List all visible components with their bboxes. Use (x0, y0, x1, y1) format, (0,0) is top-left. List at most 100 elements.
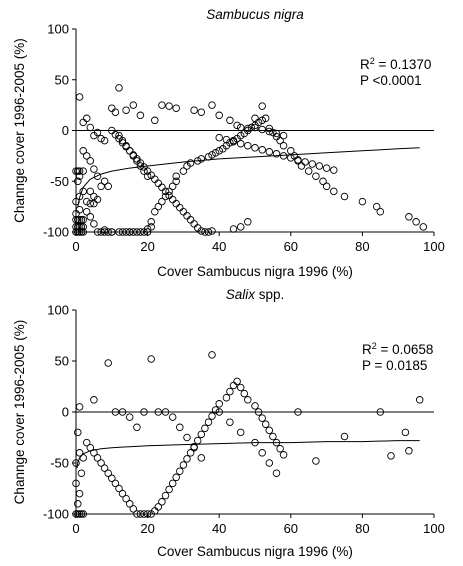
data-point (179, 461, 188, 469)
data-point (158, 197, 166, 206)
data-point (226, 116, 234, 125)
data-point (340, 432, 349, 441)
data-point (215, 400, 223, 408)
stat-superscript: 2 (370, 56, 375, 66)
y-tick-label: 0 (62, 123, 69, 138)
data-point (258, 125, 266, 134)
data-point (90, 165, 98, 173)
data-point (197, 108, 206, 116)
data-point (90, 396, 98, 404)
x-tick-label: 20 (140, 239, 154, 254)
data-point (287, 147, 295, 155)
data-point (236, 131, 245, 140)
data-point (258, 414, 266, 422)
data-point (86, 157, 95, 165)
data-point (193, 436, 202, 445)
data-point (168, 182, 177, 191)
data-point (93, 172, 102, 180)
data-point (412, 218, 420, 226)
data-point (215, 147, 223, 155)
data-point (77, 469, 86, 477)
data-point (125, 413, 134, 421)
data-point (233, 121, 241, 130)
title-part: spp. (255, 287, 284, 302)
data-point (165, 485, 173, 494)
data-point (108, 474, 116, 483)
y-tick-label: 50 (55, 72, 69, 87)
data-point (77, 510, 86, 518)
data-point (86, 123, 95, 132)
data-point (104, 359, 112, 367)
x-tick-label: 60 (284, 239, 298, 254)
data-point (154, 202, 163, 211)
data-point (115, 228, 123, 236)
data-point (154, 408, 163, 416)
data-point (229, 137, 238, 146)
data-point (190, 106, 198, 114)
data-point (118, 408, 127, 416)
data-point (115, 84, 123, 92)
data-point (176, 467, 184, 475)
data-point (401, 428, 410, 437)
data-point (251, 123, 259, 132)
data-point (143, 225, 152, 233)
data-point (90, 220, 98, 228)
data-point (236, 223, 245, 231)
data-point (161, 192, 170, 201)
data-point (79, 187, 87, 196)
data-point (118, 228, 127, 236)
data-point (129, 228, 138, 236)
stat-label: R (362, 342, 372, 357)
data-point (172, 473, 180, 482)
y-tick-label: 100 (47, 303, 69, 318)
data-point (276, 136, 284, 145)
data-point (108, 228, 116, 236)
x-axis-title: Cover Sambucus nigra 1996 (%) (157, 544, 353, 559)
trend-line (77, 147, 420, 207)
data-point (151, 116, 159, 125)
data-point (215, 111, 223, 120)
data-point (265, 459, 274, 467)
data-point (279, 131, 288, 140)
chart-title: Salix spp. (226, 287, 285, 302)
y-tick-label: -50 (50, 174, 69, 189)
data-point (86, 199, 95, 208)
data-point (405, 447, 413, 455)
data-point (104, 228, 112, 236)
data-point (415, 396, 424, 404)
data-point (72, 459, 80, 467)
x-tick-label: 0 (72, 239, 79, 254)
data-point (154, 503, 163, 511)
data-point (254, 408, 263, 416)
data-point (208, 351, 216, 359)
data-point (297, 162, 306, 170)
data-point (172, 177, 180, 186)
data-point (72, 479, 80, 488)
data-point (244, 218, 252, 226)
data-point (79, 228, 87, 236)
data-point (312, 172, 320, 180)
data-point (272, 438, 281, 447)
data-point (136, 510, 145, 518)
data-point (301, 158, 309, 166)
data-point (82, 152, 91, 160)
x-tick-label: 100 (423, 239, 445, 254)
data-point (322, 164, 331, 172)
data-point (251, 438, 259, 447)
data-point (72, 223, 80, 231)
data-point (75, 403, 84, 411)
data-point (104, 182, 112, 191)
data-point (287, 154, 295, 162)
data-point (387, 452, 395, 460)
data-point (151, 207, 159, 216)
data-point (72, 510, 80, 518)
data-point (168, 479, 177, 488)
data-point (222, 393, 231, 402)
data-point (322, 182, 331, 191)
stat-label: P <0.0001 (360, 73, 422, 88)
data-point (111, 479, 120, 488)
data-point (183, 455, 191, 463)
data-point (147, 223, 155, 231)
data-point (77, 223, 86, 231)
data-point (108, 104, 116, 112)
